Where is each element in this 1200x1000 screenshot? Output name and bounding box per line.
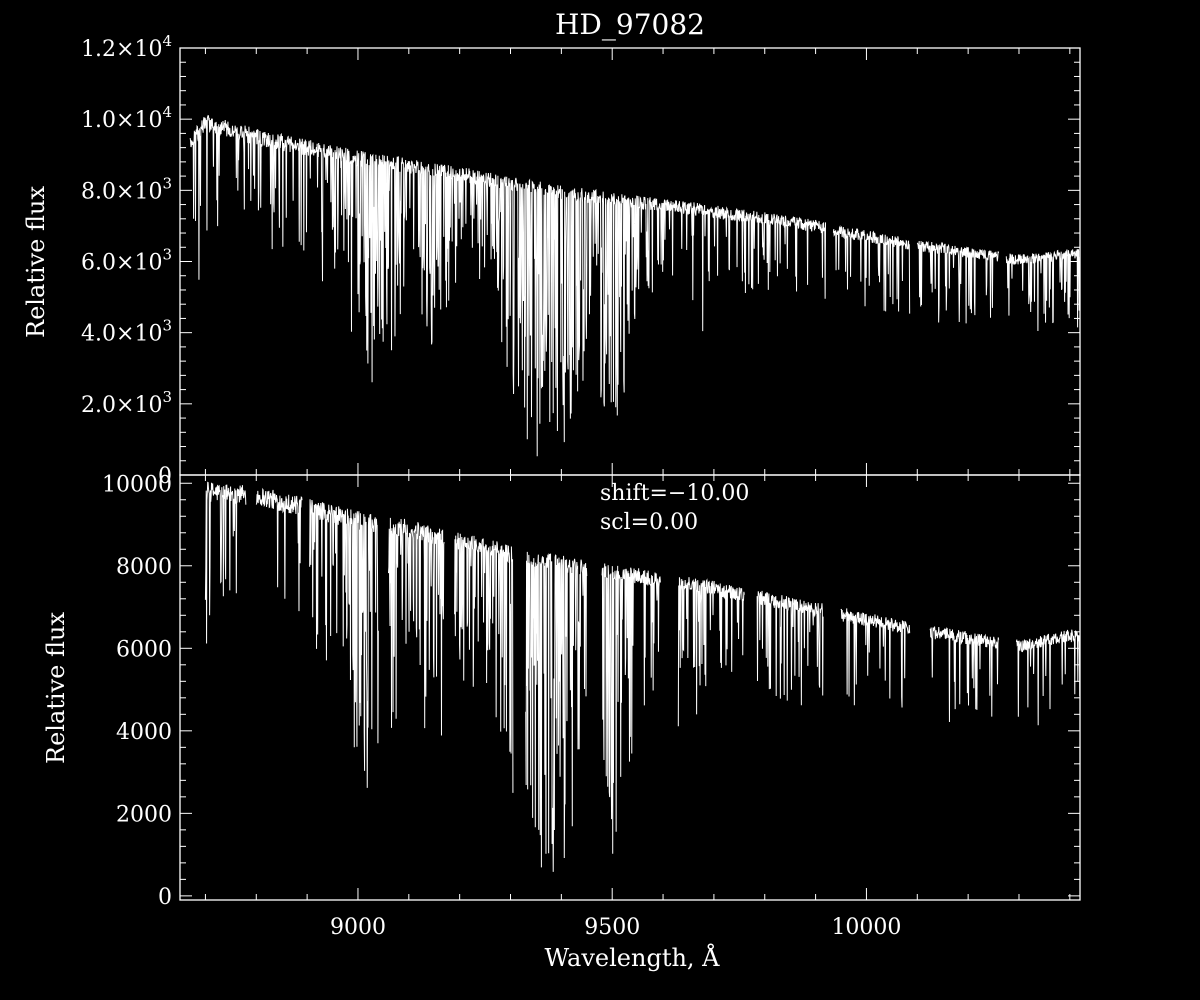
- shift-annotation: shift=−10.00: [600, 481, 749, 506]
- top-y-tick-label: 1.2×104: [81, 32, 172, 62]
- bottom-panel: 0 2000 4000 6000 8000 10000 9000 9500 10000 Rel…: [42, 472, 1081, 972]
- spectrum-segment: [677, 577, 745, 727]
- bottom-y-tick-label: 6000: [116, 637, 172, 662]
- top-y-tick-label: 0: [158, 464, 172, 489]
- top-y-axis-label: Relative flux: [22, 186, 50, 338]
- bottom-spectrum-line: [204, 481, 1081, 872]
- top-spectrum-line: [189, 114, 1081, 457]
- spectrum-segment: [840, 608, 911, 708]
- bottom-y-tick-label: 2000: [116, 802, 172, 827]
- spectrum-segment: [1015, 629, 1081, 726]
- spectrum-segment: [189, 114, 827, 457]
- x-axis-label: Wavelength, Å: [544, 943, 720, 972]
- spectrum-segment: [1005, 249, 1081, 332]
- chart-title: HD_97082: [555, 8, 705, 41]
- top-panel: 0 2.0×103 4.0×103 6.0×103 8.0×103 1.0×104 1.2×…: [22, 32, 1081, 489]
- spectrum-segment: [756, 590, 824, 706]
- bottom-y-tick-label: 8000: [116, 555, 172, 580]
- spectrum-segment: [525, 551, 588, 872]
- spectrum-segment: [204, 481, 247, 644]
- spectrum-segment: [255, 487, 303, 612]
- bottom-y-axis-label: Relative flux: [42, 612, 70, 764]
- top-y-tick-label: 8.0×103: [81, 174, 172, 204]
- bottom-y-ticks: 0 2000 4000 6000 8000 10000: [102, 472, 1080, 910]
- top-y-tick-label: 4.0×103: [81, 317, 172, 347]
- bottom-x-tick-label: 9000: [330, 915, 386, 940]
- spectrum-segment: [387, 517, 445, 736]
- bottom-x-tick-label: 10000: [831, 915, 901, 940]
- spectrum-segment: [929, 626, 1000, 723]
- top-y-tick-label: 6.0×103: [81, 246, 172, 276]
- top-y-tick-label: 2.0×103: [81, 388, 172, 418]
- bottom-y-tick-label: 4000: [116, 720, 172, 745]
- bottom-x-tick-label: 9500: [584, 915, 640, 940]
- bottom-y-tick-label: 10000: [102, 472, 172, 497]
- top-y-ticks: 0 2.0×103 4.0×103 6.0×103 8.0×103 1.0×104 1.2×…: [81, 32, 1080, 489]
- top-y-tick-label: 1.0×104: [81, 103, 172, 133]
- spectrum-segment: [454, 532, 514, 793]
- spectrum-segment: [601, 563, 661, 854]
- spectrum-segment: [309, 499, 379, 788]
- bottom-y-tick-label: 0: [158, 885, 172, 910]
- spectrum-segment: [832, 224, 911, 314]
- bottom-x-ticks: 9000 9500 10000: [204, 475, 1071, 940]
- spectrum-segment: [916, 240, 1000, 324]
- scale-annotation: scl=0.00: [600, 510, 698, 535]
